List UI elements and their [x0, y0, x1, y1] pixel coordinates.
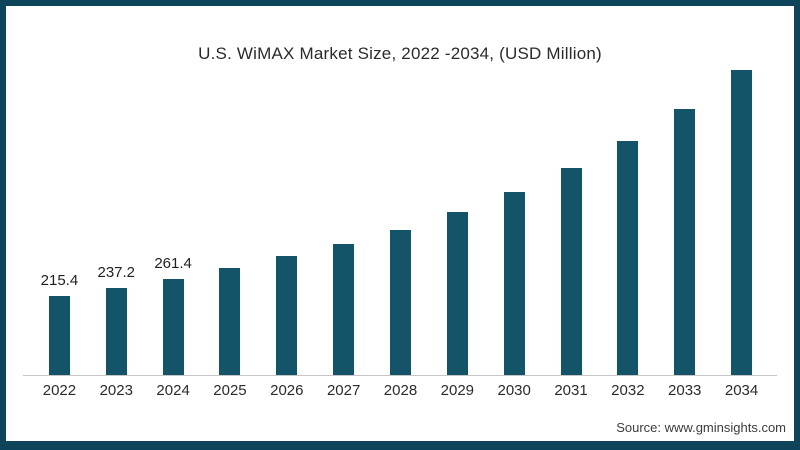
bar-2027 — [333, 244, 355, 375]
bar-group-2026 — [258, 0, 315, 375]
frame-border-top — [0, 0, 800, 6]
bar-2031 — [560, 168, 582, 375]
bar-value-label: 237.2 — [97, 264, 136, 281]
x-tick-2034: 2034 — [724, 382, 759, 399]
bar-2025 — [219, 268, 241, 375]
bar-2032 — [617, 141, 639, 375]
frame-border-right — [794, 0, 800, 450]
bar-group-2025 — [202, 0, 259, 375]
x-axis-line — [23, 375, 777, 376]
x-tick-2029: 2029 — [440, 382, 475, 399]
bar-2026 — [276, 256, 298, 375]
x-tick-2028: 2028 — [383, 382, 418, 399]
bar-group-2024: 261.4 — [145, 0, 202, 375]
bar-group-2034 — [713, 0, 770, 375]
bar-group-2027 — [315, 0, 372, 375]
x-tick-2033: 2033 — [668, 382, 702, 399]
x-tick-2031: 2031 — [554, 382, 588, 399]
x-tick-2022: 2022 — [42, 382, 77, 399]
bar-group-2023: 237.2 — [88, 0, 145, 375]
bar-2033 — [674, 109, 696, 375]
bar-series: 215.4 237.2 261.4 — [31, 0, 770, 375]
bar-2034 — [731, 70, 753, 375]
x-tick-2025: 2025 — [213, 382, 247, 399]
bar-2028 — [389, 230, 411, 375]
bar-group-2031 — [543, 0, 600, 375]
x-axis-ticks: 2022 2023 2024 2025 2026 2027 2028 2029 2030 2031… — [31, 382, 770, 399]
bar-2024 — [162, 279, 184, 375]
x-tick-2023: 2023 — [99, 382, 133, 399]
bar-2029 — [446, 212, 468, 375]
frame-border-left — [0, 0, 6, 450]
bar-group-2022: 215.4 — [31, 0, 88, 375]
bar-group-2032 — [599, 0, 656, 375]
x-tick-2032: 2032 — [611, 382, 645, 399]
chart-title: U.S. WiMAX Market Size, 2022 -2034, (USD… — [198, 44, 602, 63]
bar-value-label: 215.4 — [40, 272, 79, 289]
x-tick-2030: 2030 — [497, 382, 531, 399]
bar-value-label: 261.4 — [154, 255, 192, 272]
bar-group-2033 — [656, 0, 713, 375]
x-tick-2027: 2027 — [326, 382, 361, 399]
x-tick-2024: 2024 — [156, 382, 190, 399]
bar-group-2028 — [372, 0, 429, 375]
source-credit: Source: www.gminsights.com — [616, 420, 786, 435]
bar-2023 — [105, 288, 127, 375]
frame-border-bottom — [0, 441, 800, 450]
bar-2030 — [503, 192, 525, 375]
bar-group-2030 — [486, 0, 543, 375]
x-tick-2026: 2026 — [270, 382, 304, 399]
bar-2022 — [48, 296, 70, 375]
bar-group-2029 — [429, 0, 486, 375]
